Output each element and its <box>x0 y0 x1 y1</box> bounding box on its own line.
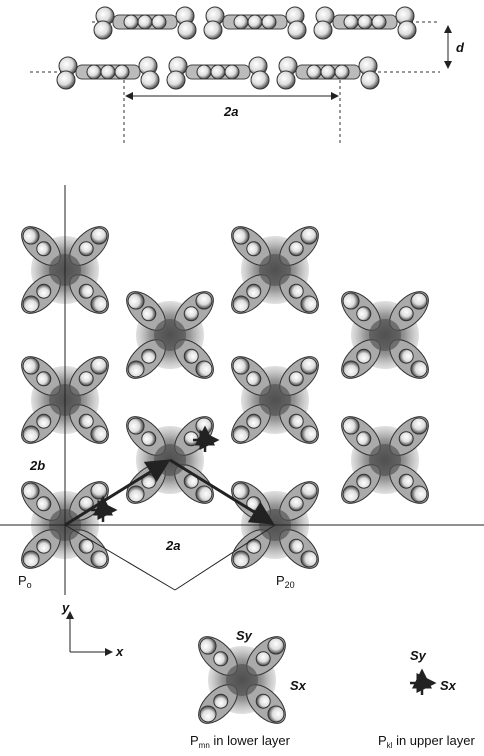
sub: o <box>27 580 32 590</box>
upper-cross <box>410 671 434 695</box>
upper-sy: Sy <box>410 648 427 663</box>
upper-sx: Sx <box>440 678 457 693</box>
sub: mn <box>199 741 210 750</box>
period-label: 2a <box>223 104 238 119</box>
d-label: d <box>456 40 465 55</box>
lower-sx: Sx <box>290 678 307 693</box>
base: P <box>378 733 387 748</box>
lower-caption: Pmn in lower layer <box>190 733 291 750</box>
lower-molecule <box>192 630 292 730</box>
sub: 20 <box>285 580 295 590</box>
lattice-view <box>0 185 484 595</box>
lower-sy: Sy <box>236 628 253 643</box>
rest: in upper layer <box>392 733 475 748</box>
point-label: P20 <box>276 573 295 590</box>
rest: in lower layer <box>210 733 291 748</box>
b-label: 2b <box>29 458 45 473</box>
y-axis-label: y <box>61 600 70 615</box>
figure: d 2a 2b 2a Po P20 y x Sy Sx Sy Sx Pmn in… <box>0 0 484 756</box>
upper-caption: Pkl in upper layer <box>378 733 476 750</box>
base: P <box>18 573 27 588</box>
origin-label: Po <box>18 573 32 590</box>
base: P <box>190 733 199 748</box>
a-label: 2a <box>165 538 180 553</box>
x-axis-label: x <box>115 644 124 659</box>
axes <box>70 612 112 652</box>
base: P <box>276 573 285 588</box>
side-view <box>30 7 448 145</box>
